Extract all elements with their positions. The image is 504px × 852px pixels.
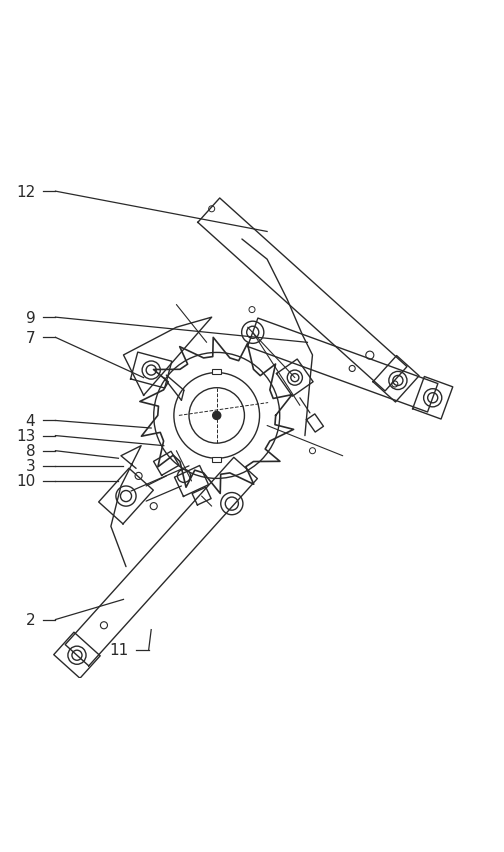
Text: 3: 3 <box>26 458 35 474</box>
Text: 8: 8 <box>26 444 35 458</box>
Text: 7: 7 <box>26 331 35 345</box>
Text: 9: 9 <box>26 310 35 325</box>
Text: 10: 10 <box>16 474 35 489</box>
Text: 4: 4 <box>26 413 35 429</box>
Text: 12: 12 <box>16 184 35 199</box>
Bar <box>212 458 221 463</box>
Text: 11: 11 <box>109 642 129 658</box>
Text: 2: 2 <box>26 613 35 627</box>
Text: 13: 13 <box>16 429 35 444</box>
Bar <box>212 369 221 374</box>
Circle shape <box>213 412 221 420</box>
